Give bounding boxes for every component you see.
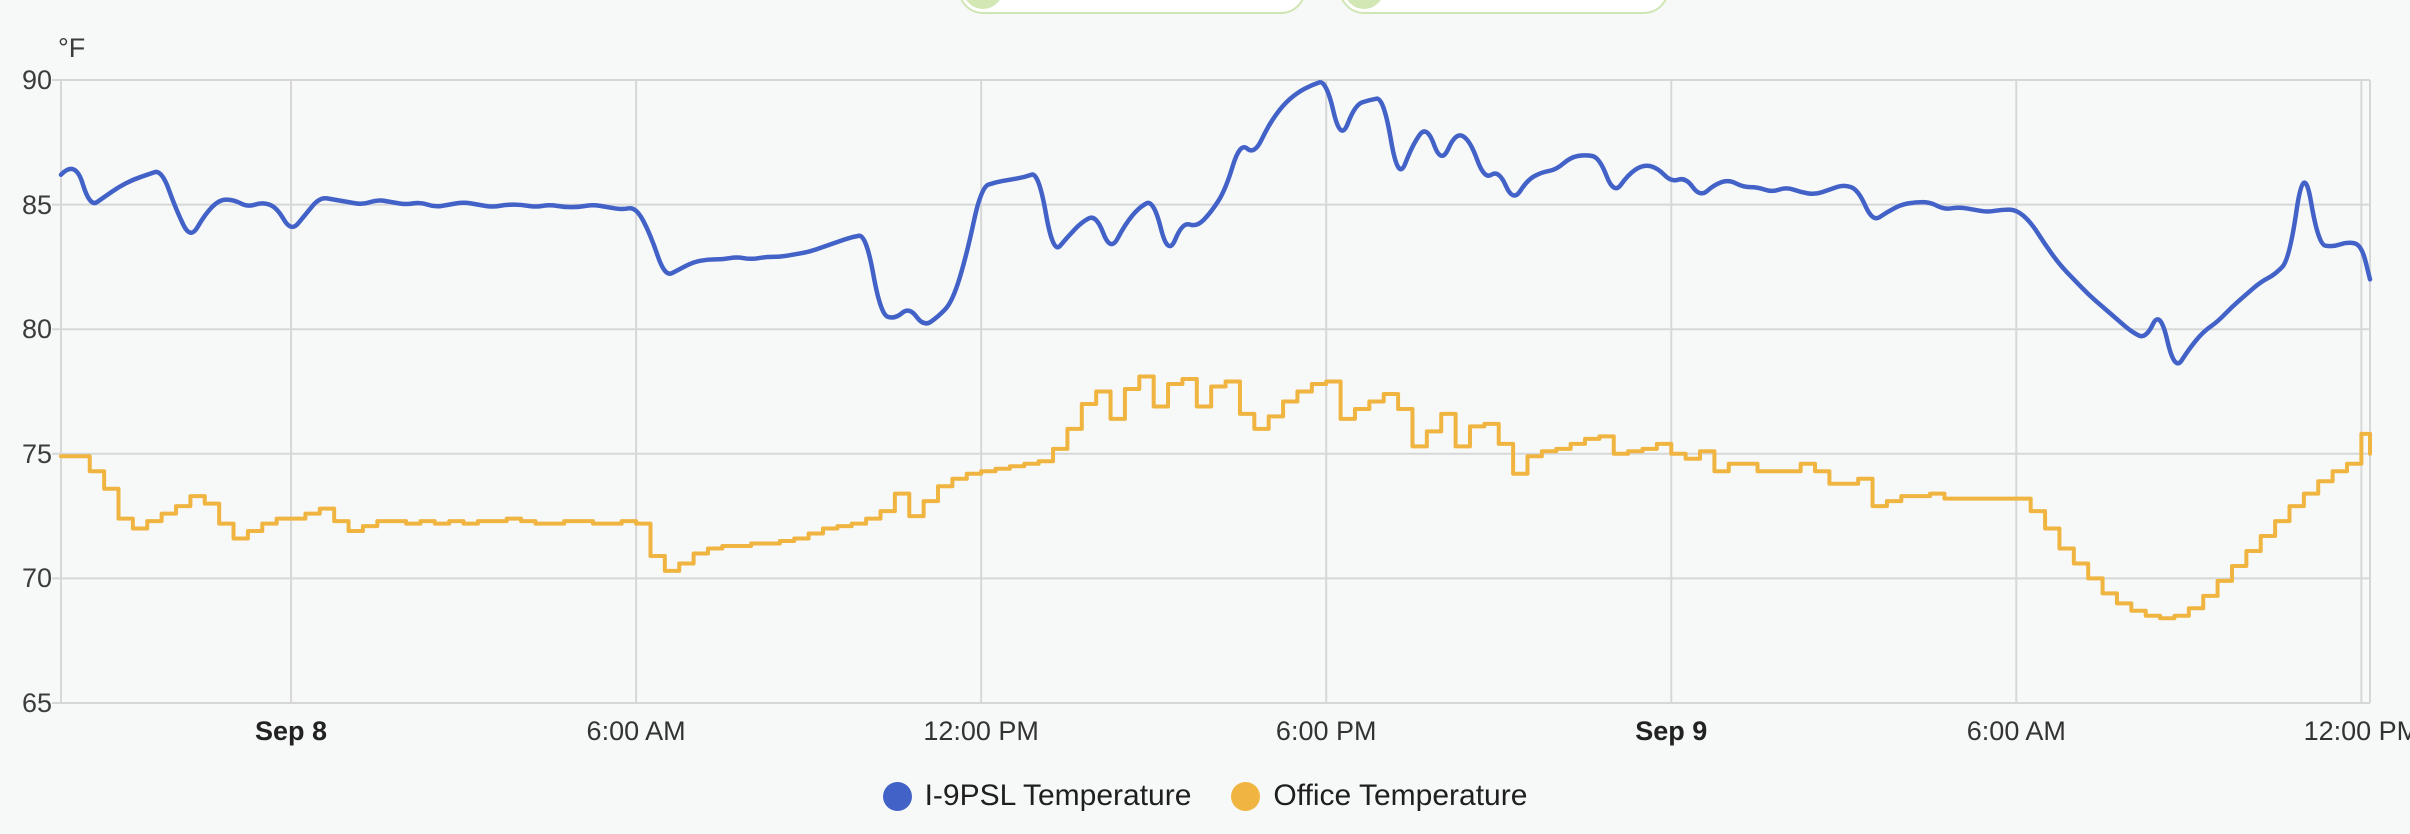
y-axis-unit-label: °F xyxy=(58,33,86,63)
x-tick-label-12-00-pm: 12:00 PM xyxy=(2303,716,2410,746)
y-tick-label-90: 90 xyxy=(21,65,52,95)
y-tick-label-80: 80 xyxy=(21,314,52,345)
legend-label-i9psl: I-9PSL Temperature xyxy=(924,779,1192,812)
x-tick-label-12-00-pm: 12:00 PM xyxy=(923,716,1039,746)
i9psl-series-swatch-icon xyxy=(882,781,912,811)
y-tick-label-65: 65 xyxy=(21,688,52,718)
x-tick-label-sep-8: Sep 8 xyxy=(255,716,328,746)
x-tick-label-6-00-am: 6:00 AM xyxy=(586,716,686,746)
series-line-office xyxy=(59,374,2372,621)
y-tick-label-75: 75 xyxy=(21,438,52,469)
chart-legend: I-9PSL Temperature Office Temperature xyxy=(0,770,2410,822)
office-series-swatch-icon xyxy=(1231,781,1261,811)
legend-item-office[interactable]: Office Temperature xyxy=(1231,779,1527,813)
y-tick-label-70: 70 xyxy=(21,563,52,594)
x-tick-label-6-00-pm: 6:00 PM xyxy=(1275,716,1377,746)
legend-item-i9psl[interactable]: I-9PSL Temperature xyxy=(882,779,1192,813)
y-tick-label-85: 85 xyxy=(21,189,52,220)
entity-chip-1-icon xyxy=(963,0,1003,9)
legend-label-office: Office Temperature xyxy=(1273,779,1528,812)
entity-chip-2-icon xyxy=(1344,0,1384,9)
series-line-i9psl xyxy=(58,80,2373,366)
x-tick-label-6-00-am: 6:00 AM xyxy=(1966,716,2066,746)
x-tick-label-sep-9: Sep 9 xyxy=(1635,716,1708,746)
